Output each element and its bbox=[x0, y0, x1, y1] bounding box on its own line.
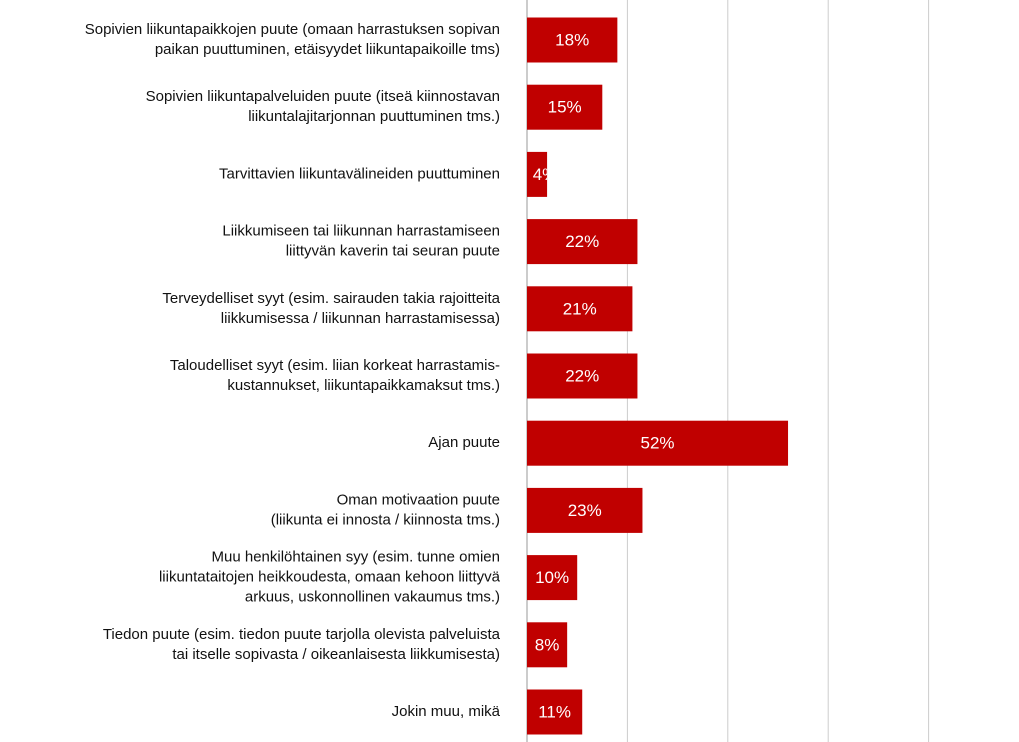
category-label: paikan puuttuminen, etäisyydet liikuntap… bbox=[155, 41, 500, 58]
category-label: Muu henkilöhtainen syy (esim. tunne omie… bbox=[212, 549, 501, 566]
bar bbox=[527, 84, 603, 130]
category-label: Sopivien liikuntapalveluiden puute (itse… bbox=[146, 88, 500, 105]
category-label: Terveydelliset syyt (esim. sairauden tak… bbox=[162, 290, 500, 307]
value-label: 10% bbox=[535, 568, 569, 587]
category-label: liikuntalajitarjonnan puuttuminen tms.) bbox=[248, 108, 500, 125]
category-label: Tiedon puute (esim. tiedon puute tarjoll… bbox=[103, 626, 501, 643]
value-label: 11% bbox=[538, 702, 571, 721]
value-label: 18% bbox=[555, 30, 589, 49]
bar bbox=[527, 420, 789, 466]
category-label: (liikunta ei innosta / kiinnosta tms.) bbox=[271, 511, 500, 528]
value-label: 21% bbox=[563, 299, 597, 318]
category-label: Taloudelliset syyt (esim. liian korkeat … bbox=[170, 357, 500, 374]
category-label: liittyvän kaverin tai seuran puute bbox=[286, 243, 500, 260]
bar bbox=[527, 219, 638, 265]
value-label: 23% bbox=[568, 501, 602, 520]
value-label: 22% bbox=[565, 366, 599, 385]
category-label: Ajan puute bbox=[428, 434, 500, 451]
value-label: 52% bbox=[641, 434, 675, 453]
value-label: 8% bbox=[535, 635, 560, 654]
category-label: Sopivien liikuntapaikkojen puute (omaan … bbox=[85, 21, 500, 38]
bar bbox=[527, 17, 618, 63]
category-label: tai itselle sopivasta / oikeanlaisesta l… bbox=[172, 646, 500, 663]
category-label: arkuus, uskonnollinen vakaumus tms.) bbox=[245, 589, 500, 606]
category-label: Tarvittavien liikuntavälineiden puuttumi… bbox=[219, 165, 500, 182]
category-label: Jokin muu, mikä bbox=[392, 703, 501, 720]
bar bbox=[527, 151, 548, 197]
category-label: Oman motivaation puute bbox=[337, 491, 500, 508]
bar bbox=[527, 353, 638, 399]
value-label: 22% bbox=[565, 232, 599, 251]
category-label: liikuntataitojen heikkoudesta, omaan keh… bbox=[159, 569, 501, 586]
bar bbox=[527, 689, 583, 735]
bar bbox=[527, 555, 578, 601]
category-label: Liikkumiseen tai liikunnan harrastamisee… bbox=[222, 223, 500, 240]
value-label: 15% bbox=[548, 98, 582, 117]
bar bbox=[527, 286, 633, 332]
bar bbox=[527, 622, 568, 668]
value-label: 4% bbox=[533, 165, 558, 184]
bar bbox=[527, 487, 643, 533]
category-label: liikkumisessa / liikunnan harrastamisess… bbox=[221, 310, 500, 327]
category-label: kustannukset, liikuntapaikkamaksut tms.) bbox=[227, 377, 500, 394]
